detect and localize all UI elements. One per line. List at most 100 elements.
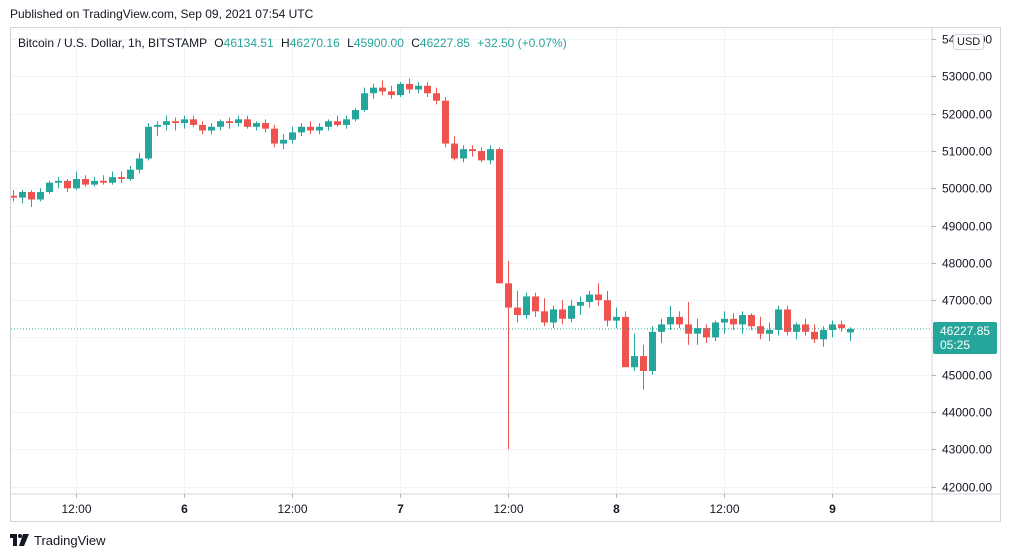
candle-body (811, 331, 818, 340)
candle-body (370, 87, 377, 94)
low-value: 45900.00 (353, 36, 404, 50)
candle-body (154, 124, 161, 127)
candle (712, 320, 719, 342)
candle-body (451, 143, 458, 159)
candle (514, 290, 521, 323)
candle (145, 123, 152, 161)
candle-body (847, 328, 854, 333)
open-value: 46134.51 (223, 36, 274, 50)
candle (109, 171, 116, 185)
candle (19, 190, 26, 204)
bar-countdown: 05:25 (940, 338, 971, 352)
price-tick-label: 44000.00 (942, 406, 992, 420)
candle (523, 292, 530, 319)
candle (199, 121, 206, 135)
tradingview-logo[interactable]: TradingView (10, 531, 106, 549)
candle (415, 82, 422, 94)
candle-body (406, 83, 413, 90)
candle-body (577, 302, 584, 306)
candle-body (334, 121, 341, 125)
price-tick-label: 52000.00 (942, 108, 992, 122)
candle-body (550, 309, 557, 323)
candle-body (514, 307, 521, 316)
candle-body (613, 316, 620, 321)
low-label: L (347, 36, 354, 50)
chart-frame[interactable]: 42000.0043000.0044000.0045000.0046000.00… (10, 27, 1001, 522)
candle-body (730, 318, 737, 325)
candle (163, 115, 170, 131)
candle (487, 145, 494, 165)
candle-body (424, 85, 431, 94)
candle (397, 82, 404, 97)
candle-body (595, 294, 602, 301)
candle (622, 311, 629, 368)
candle (244, 115, 251, 129)
high-label: H (281, 36, 290, 50)
candle-body (649, 331, 656, 371)
candle (136, 152, 143, 174)
candle-body (280, 139, 287, 144)
candle-body (172, 121, 179, 124)
candle (757, 316, 764, 340)
candle (685, 302, 692, 345)
price-chart[interactable]: 42000.0043000.0044000.0045000.0046000.00… (11, 28, 1000, 521)
candle-body (325, 121, 332, 127)
candle (307, 121, 314, 135)
close-label: C (411, 36, 420, 50)
candle (28, 190, 35, 207)
candle-body (28, 192, 35, 200)
candle (11, 190, 17, 202)
candle (325, 119, 332, 131)
candle (100, 175, 107, 185)
currency-badge[interactable]: USD (953, 34, 985, 50)
candle (352, 108, 359, 122)
candle (370, 83, 377, 99)
price-axis[interactable]: 42000.0043000.0044000.0045000.0046000.00… (931, 28, 992, 521)
candle-body (82, 178, 89, 185)
time-axis[interactable]: 12:00 6 12:00 7 12:00 8 12:00 9 (11, 493, 1000, 516)
candle (649, 326, 656, 375)
candle (64, 178, 71, 193)
candle (829, 320, 836, 338)
candle (613, 307, 620, 329)
price-tick-label: 47000.00 (942, 294, 992, 308)
candle-body (712, 322, 719, 338)
candle (235, 115, 242, 127)
candle-body (11, 195, 17, 198)
candle-body (757, 326, 764, 334)
candle-body (478, 151, 485, 161)
candle-body (163, 121, 170, 125)
time-tick-label: 7 (397, 502, 404, 516)
candle (55, 177, 62, 189)
candle-body (469, 149, 476, 152)
candle (379, 80, 386, 96)
candle (253, 121, 260, 131)
candle (820, 326, 827, 347)
candle-body (145, 126, 152, 159)
candle-body (217, 121, 224, 127)
candle (694, 318, 701, 345)
candle-body (388, 91, 395, 96)
candle-body (73, 178, 80, 189)
symbol-name[interactable]: Bitcoin / U.S. Dollar, 1h, BITSTAMP (18, 36, 207, 50)
candle (289, 126, 296, 144)
candle (505, 261, 512, 450)
candle-body (136, 158, 143, 170)
candle (640, 344, 647, 390)
candle-body (64, 180, 71, 189)
candle-body (109, 177, 116, 183)
candle-series (11, 78, 854, 450)
candle-body (343, 119, 350, 125)
candle (478, 147, 485, 163)
price-tick-label: 42000.00 (942, 481, 992, 495)
candle (343, 115, 350, 129)
candle-body (694, 328, 701, 334)
candle-body (685, 324, 692, 334)
candle-body (127, 169, 134, 179)
candle-body (208, 126, 215, 131)
candle-body (586, 294, 593, 303)
candle (595, 283, 602, 306)
candle-body (496, 149, 503, 284)
candle-body (739, 315, 746, 325)
candle-body (226, 121, 233, 124)
